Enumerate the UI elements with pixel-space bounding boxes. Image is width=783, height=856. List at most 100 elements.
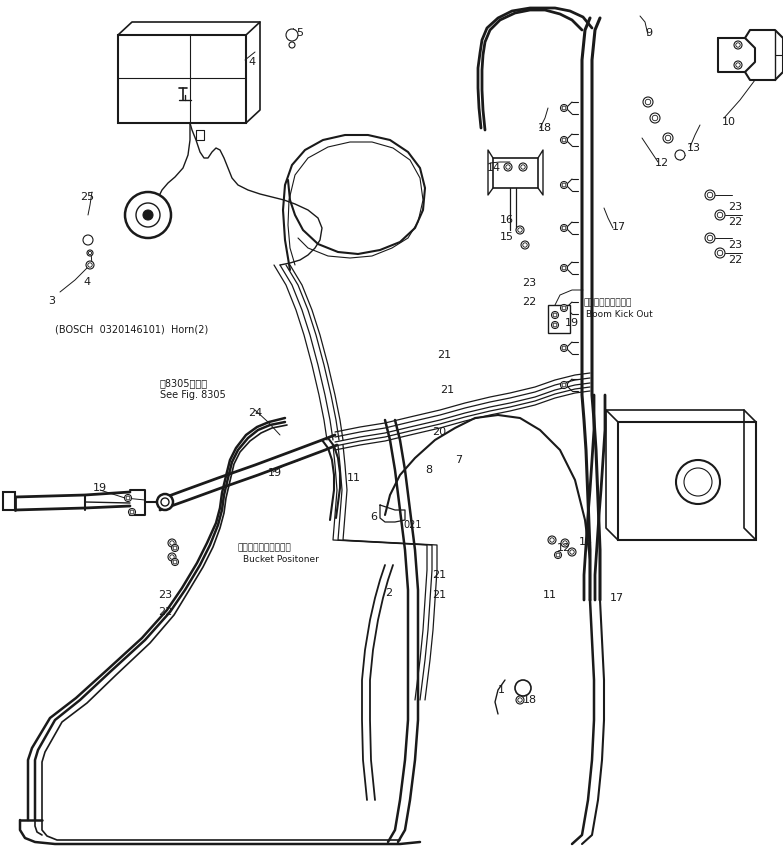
Text: 20: 20 [432, 427, 446, 437]
Text: 15: 15 [500, 232, 514, 242]
Circle shape [675, 150, 685, 160]
Circle shape [561, 382, 568, 389]
Circle shape [170, 541, 174, 545]
Text: 1: 1 [498, 685, 505, 695]
Circle shape [516, 226, 524, 234]
Text: 6: 6 [370, 512, 377, 522]
Circle shape [171, 558, 179, 566]
Text: 18: 18 [538, 123, 552, 133]
Circle shape [562, 226, 566, 230]
Circle shape [562, 138, 566, 142]
Circle shape [734, 61, 742, 69]
Circle shape [136, 203, 160, 227]
Circle shape [551, 312, 558, 318]
Text: 21: 21 [432, 590, 446, 600]
Circle shape [504, 163, 512, 171]
Text: ブームキックアウト: ブームキックアウト [583, 298, 631, 307]
Circle shape [561, 265, 568, 271]
Text: 22: 22 [728, 255, 742, 265]
Circle shape [161, 498, 169, 506]
Bar [118, 35, 246, 123]
Text: Boom Kick Out: Boom Kick Out [586, 310, 653, 319]
Circle shape [734, 41, 742, 49]
Text: 10: 10 [722, 117, 736, 127]
Circle shape [676, 460, 720, 504]
Text: 14: 14 [487, 163, 501, 173]
Circle shape [548, 536, 556, 544]
Circle shape [88, 252, 92, 254]
Text: 21: 21 [440, 385, 454, 395]
Circle shape [128, 508, 135, 515]
Bar [548, 305, 570, 333]
Text: 2: 2 [385, 588, 392, 598]
Text: (BOSCH  0320146101)  Horn(2): (BOSCH 0320146101) Horn(2) [55, 325, 208, 335]
Circle shape [561, 104, 568, 111]
Circle shape [289, 42, 295, 48]
Text: 22: 22 [158, 607, 172, 617]
Text: 22: 22 [728, 217, 742, 227]
Text: 17: 17 [612, 222, 626, 232]
Circle shape [143, 210, 153, 220]
Circle shape [652, 116, 658, 121]
Circle shape [561, 136, 568, 144]
Circle shape [563, 541, 567, 545]
Circle shape [130, 510, 134, 514]
Circle shape [126, 496, 130, 500]
Circle shape [715, 248, 725, 258]
Text: 21: 21 [432, 570, 446, 580]
Circle shape [562, 306, 566, 310]
Text: 21: 21 [437, 350, 451, 360]
Circle shape [561, 181, 568, 188]
Bar [3, 492, 15, 510]
Circle shape [553, 323, 557, 327]
Circle shape [83, 235, 93, 245]
Circle shape [705, 233, 715, 243]
Circle shape [168, 539, 176, 547]
Circle shape [561, 224, 568, 231]
Circle shape [518, 228, 522, 232]
Text: 11: 11 [543, 590, 557, 600]
Circle shape [554, 551, 561, 558]
Circle shape [173, 546, 177, 550]
Text: 23: 23 [728, 202, 742, 212]
Text: 24: 24 [248, 408, 262, 418]
Text: 19: 19 [93, 483, 107, 493]
Circle shape [125, 192, 171, 238]
Text: 5: 5 [296, 28, 303, 38]
Text: 23: 23 [728, 240, 742, 250]
Circle shape [736, 43, 740, 47]
Text: 12: 12 [655, 158, 669, 168]
Circle shape [650, 113, 660, 123]
Circle shape [562, 346, 566, 350]
Circle shape [518, 698, 522, 702]
Circle shape [521, 241, 529, 249]
Circle shape [170, 555, 174, 559]
Circle shape [515, 680, 531, 696]
Circle shape [717, 212, 723, 217]
Circle shape [561, 539, 569, 547]
Text: 7: 7 [455, 455, 462, 465]
Circle shape [684, 468, 712, 496]
Circle shape [173, 560, 177, 564]
Circle shape [551, 322, 558, 329]
Circle shape [645, 99, 651, 104]
Text: 17: 17 [610, 593, 624, 603]
Circle shape [171, 544, 179, 551]
Text: 16: 16 [500, 215, 514, 225]
Text: 13: 13 [687, 143, 701, 153]
Text: 4: 4 [83, 277, 90, 287]
Text: 23: 23 [522, 278, 536, 288]
Text: 22: 22 [522, 297, 536, 307]
Circle shape [168, 553, 176, 561]
Circle shape [157, 494, 173, 510]
Circle shape [516, 696, 524, 704]
Text: 12: 12 [557, 543, 571, 553]
Circle shape [523, 243, 527, 247]
Text: 第8305図参照: 第8305図参照 [160, 378, 208, 388]
Circle shape [561, 344, 568, 352]
Text: 18: 18 [523, 695, 537, 705]
Text: 19: 19 [268, 468, 282, 478]
Text: 9: 9 [645, 28, 652, 38]
Circle shape [556, 553, 560, 557]
Text: 25: 25 [80, 192, 94, 202]
